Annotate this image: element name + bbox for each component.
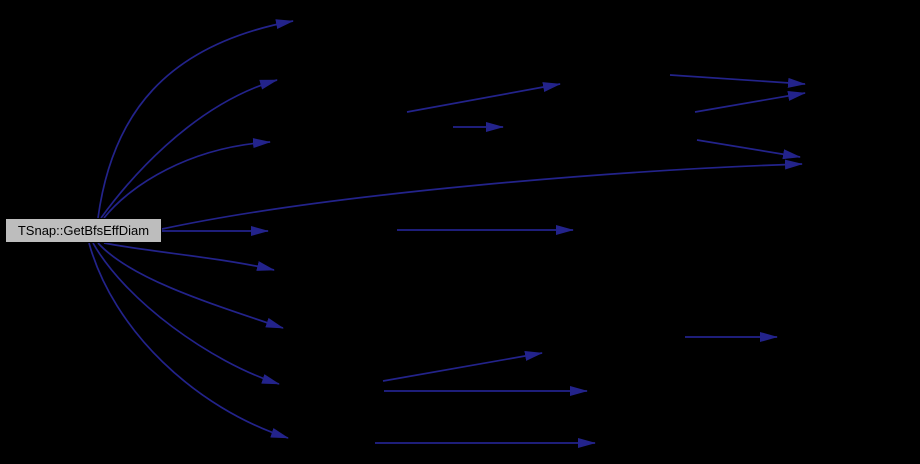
node-label: TSnap::GetBfsEffDiam — [17, 223, 150, 238]
level2-edge-4 — [694, 90, 806, 113]
level2-edge-3 — [669, 74, 806, 88]
root-edge-1 — [97, 19, 294, 219]
root-edge-8 — [92, 242, 280, 385]
root-edge-4-long — [161, 159, 803, 230]
level2-edge-5 — [696, 139, 801, 160]
root-edge-9 — [88, 242, 289, 439]
root-edge-7 — [97, 242, 284, 329]
node-tsnap-getbfseffdiam: TSnap::GetBfsEffDiam — [5, 218, 162, 243]
root-edge-3 — [103, 138, 271, 219]
root-edge-6 — [103, 242, 275, 271]
call-edges-group — [88, 19, 806, 448]
level2-edge-1 — [406, 82, 561, 113]
root-edge-2 — [100, 79, 278, 219]
level2-edge-7 — [382, 351, 543, 382]
